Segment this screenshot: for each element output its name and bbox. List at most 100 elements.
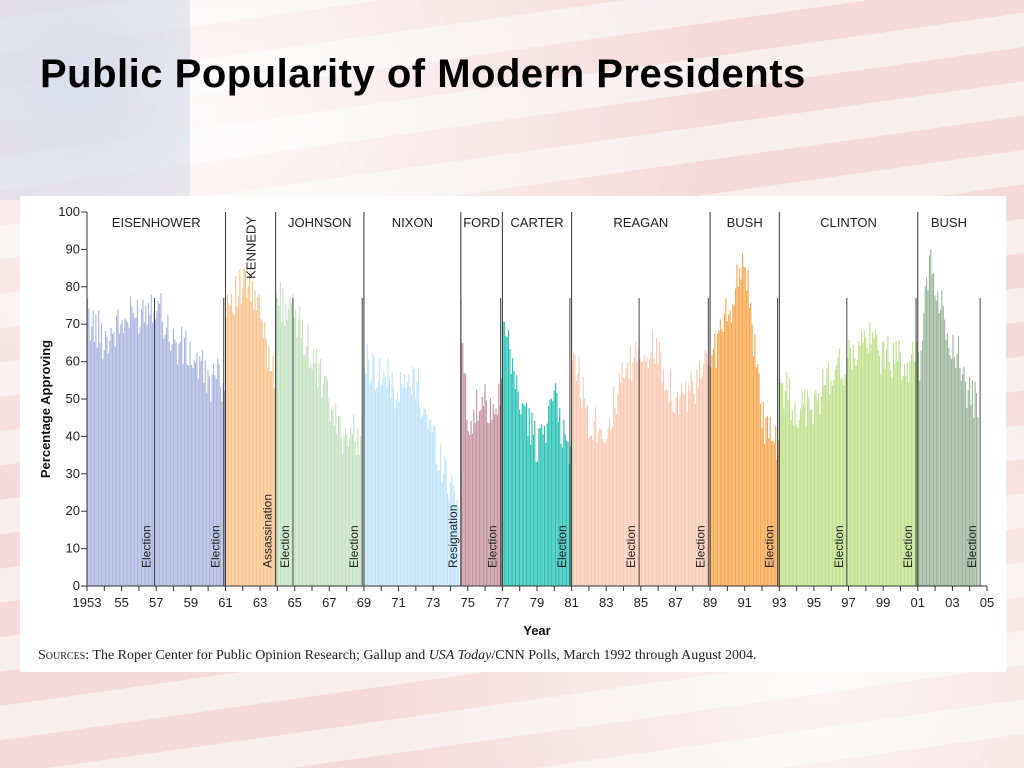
approval-bar <box>232 312 234 586</box>
approval-bar <box>823 384 825 586</box>
approval-bar <box>384 376 386 586</box>
approval-bar <box>615 414 618 586</box>
approval-bar <box>147 303 150 586</box>
approval-bar <box>531 412 533 586</box>
approval-bar <box>890 369 892 586</box>
approval-bar <box>697 387 699 586</box>
approval-bar <box>489 398 492 586</box>
y-axis-title: Percentage Approving <box>38 340 53 478</box>
approval-bar <box>661 383 663 586</box>
approval-bar <box>920 350 922 586</box>
approval-bar <box>416 382 418 586</box>
approval-bar <box>88 308 90 586</box>
approval-bar <box>804 389 806 586</box>
approval-bar <box>442 473 444 586</box>
approval-bar <box>505 336 507 586</box>
x-tick-label: 81 <box>564 595 578 610</box>
approval-bar <box>974 381 976 586</box>
approval-bar <box>614 407 616 586</box>
approval-bar <box>912 341 914 586</box>
approval-bar <box>377 381 379 586</box>
approval-bar <box>759 403 762 586</box>
approval-bar <box>368 359 370 586</box>
president-label: FORD <box>463 215 500 230</box>
approval-bar <box>819 414 821 586</box>
approval-bar <box>779 379 781 586</box>
approval-bar <box>116 315 118 586</box>
approval-bar <box>296 337 298 586</box>
approval-bar <box>833 380 835 586</box>
event-label: Election <box>140 525 154 568</box>
approval-bar <box>719 319 721 586</box>
event-label: Election <box>965 525 979 568</box>
approval-bar <box>736 264 738 586</box>
approval-bar <box>496 414 498 586</box>
approval-bar <box>681 383 683 586</box>
approval-bar <box>201 350 204 586</box>
approval-bar <box>692 380 694 586</box>
approval-bar <box>183 338 186 586</box>
approval-bar <box>99 343 101 586</box>
approval-bar <box>660 352 662 586</box>
approval-bar <box>613 386 615 586</box>
x-tick-label: 63 <box>253 595 267 610</box>
approval-bar <box>246 297 248 586</box>
approval-bar <box>787 399 789 586</box>
approval-bar <box>934 295 936 586</box>
approval-bar <box>325 375 327 586</box>
approval-bar <box>136 299 138 586</box>
approval-bar <box>244 270 246 586</box>
approval-bar <box>905 375 907 586</box>
approval-bar <box>964 381 966 586</box>
approval-bar <box>609 419 611 586</box>
approval-bar <box>165 327 168 586</box>
approval-bar <box>822 368 824 586</box>
approval-bar <box>415 399 417 586</box>
approval-bar <box>131 306 133 586</box>
approval-bar <box>326 380 329 586</box>
approval-bar <box>699 359 701 586</box>
x-tick-label: 61 <box>218 595 232 610</box>
approval-bar <box>335 403 337 586</box>
approval-bar <box>761 427 763 586</box>
approval-bar <box>632 361 634 586</box>
approval-bar <box>764 443 766 586</box>
approval-bar <box>744 267 746 586</box>
approval-bar <box>160 292 162 586</box>
approval-bar <box>186 364 188 586</box>
approval-bar <box>870 344 872 586</box>
approval-bar <box>103 350 105 586</box>
x-tick-label: 73 <box>426 595 440 610</box>
approval-bar <box>527 436 529 586</box>
approval-bar <box>261 320 263 586</box>
x-tick-label: 55 <box>114 595 128 610</box>
approval-bar <box>226 294 228 586</box>
approval-bar <box>741 252 744 586</box>
approval-bar <box>156 311 158 586</box>
approval-bar <box>928 255 930 586</box>
approval-bar <box>354 441 356 586</box>
approval-bar <box>107 353 109 586</box>
approval-bar <box>622 377 624 586</box>
x-tick-label: 75 <box>461 595 475 610</box>
approval-bar <box>642 361 644 586</box>
president-label: BUSH <box>727 215 763 230</box>
approval-bar <box>530 444 532 586</box>
approval-bar <box>142 299 144 586</box>
approval-bar <box>898 340 900 586</box>
approval-bar <box>740 279 742 586</box>
approval-bar <box>409 386 411 586</box>
approval-bar <box>304 355 306 586</box>
approval-bar <box>314 363 316 586</box>
approval-bar <box>795 424 798 586</box>
approval-bar <box>851 369 853 586</box>
approval-bar <box>449 482 451 586</box>
y-tick-label: 30 <box>66 466 80 481</box>
approval-bar <box>754 334 756 586</box>
approval-bar <box>123 333 125 586</box>
approval-bar <box>636 362 638 586</box>
approval-bar <box>647 368 649 586</box>
event-label: Election <box>624 525 638 568</box>
approval-bar <box>620 382 622 586</box>
approval-bar <box>657 364 659 586</box>
